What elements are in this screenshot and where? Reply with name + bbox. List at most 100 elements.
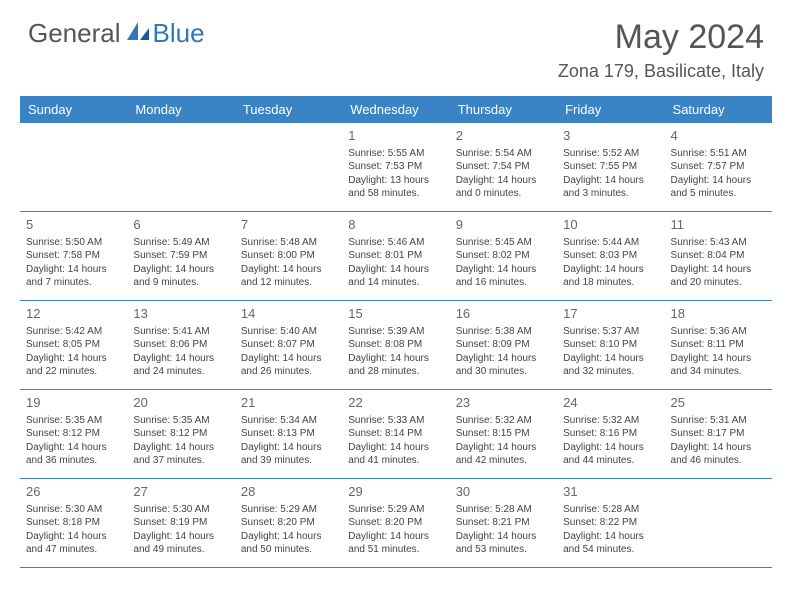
day-number: 6 [133,216,228,234]
daylight-text: Daylight: 14 hours [241,530,336,544]
daylight-text: Daylight: 14 hours [348,352,443,366]
sunset-text: Sunset: 8:14 PM [348,427,443,441]
calendar-day-cell: 28Sunrise: 5:29 AMSunset: 8:20 PMDayligh… [235,479,342,567]
sunset-text: Sunset: 7:53 PM [348,160,443,174]
sunrise-text: Sunrise: 5:46 AM [348,236,443,250]
calendar-day-cell: 12Sunrise: 5:42 AMSunset: 8:05 PMDayligh… [20,301,127,389]
calendar-day-cell: 19Sunrise: 5:35 AMSunset: 8:12 PMDayligh… [20,390,127,478]
daylight-text: Daylight: 14 hours [671,263,766,277]
sunrise-text: Sunrise: 5:34 AM [241,414,336,428]
daylight-text: Daylight: 14 hours [133,352,228,366]
calendar-empty-cell [665,479,772,567]
day-number: 21 [241,394,336,412]
day-number: 14 [241,305,336,323]
day-number: 16 [456,305,551,323]
daylight-text: and 41 minutes. [348,454,443,468]
daylight-text: Daylight: 14 hours [348,530,443,544]
sunrise-text: Sunrise: 5:45 AM [456,236,551,250]
daylight-text: and 9 minutes. [133,276,228,290]
sunset-text: Sunset: 8:06 PM [133,338,228,352]
daylight-text: Daylight: 14 hours [456,263,551,277]
daylight-text: and 28 minutes. [348,365,443,379]
sunrise-text: Sunrise: 5:51 AM [671,147,766,161]
sunrise-text: Sunrise: 5:44 AM [563,236,658,250]
calendar-day-cell: 22Sunrise: 5:33 AMSunset: 8:14 PMDayligh… [342,390,449,478]
daylight-text: and 58 minutes. [348,187,443,201]
sunrise-text: Sunrise: 5:39 AM [348,325,443,339]
daylight-text: Daylight: 14 hours [563,352,658,366]
page-header: General Blue May 2024 Zona 179, Basilica… [0,0,792,90]
sunrise-text: Sunrise: 5:41 AM [133,325,228,339]
daylight-text: and 49 minutes. [133,543,228,557]
day-number: 4 [671,127,766,145]
calendar-day-cell: 7Sunrise: 5:48 AMSunset: 8:00 PMDaylight… [235,212,342,300]
sunrise-text: Sunrise: 5:43 AM [671,236,766,250]
sunrise-text: Sunrise: 5:49 AM [133,236,228,250]
day-number: 2 [456,127,551,145]
daylight-text: and 36 minutes. [26,454,121,468]
sunset-text: Sunset: 8:09 PM [456,338,551,352]
weekday-header: Thursday [450,96,557,123]
daylight-text: and 20 minutes. [671,276,766,290]
daylight-text: and 12 minutes. [241,276,336,290]
daylight-text: and 5 minutes. [671,187,766,201]
calendar-week-row: 5Sunrise: 5:50 AMSunset: 7:58 PMDaylight… [20,212,772,301]
daylight-text: and 7 minutes. [26,276,121,290]
sunrise-text: Sunrise: 5:32 AM [563,414,658,428]
daylight-text: Daylight: 14 hours [133,441,228,455]
calendar-day-cell: 10Sunrise: 5:44 AMSunset: 8:03 PMDayligh… [557,212,664,300]
weekday-header: Saturday [665,96,772,123]
daylight-text: and 39 minutes. [241,454,336,468]
sunset-text: Sunset: 8:04 PM [671,249,766,263]
calendar-day-cell: 21Sunrise: 5:34 AMSunset: 8:13 PMDayligh… [235,390,342,478]
sunset-text: Sunset: 7:57 PM [671,160,766,174]
daylight-text: Daylight: 14 hours [348,263,443,277]
calendar-empty-cell [20,123,127,211]
daylight-text: and 53 minutes. [456,543,551,557]
calendar-day-cell: 25Sunrise: 5:31 AMSunset: 8:17 PMDayligh… [665,390,772,478]
sunrise-text: Sunrise: 5:31 AM [671,414,766,428]
daylight-text: Daylight: 14 hours [456,530,551,544]
daylight-text: Daylight: 14 hours [456,441,551,455]
daylight-text: and 44 minutes. [563,454,658,468]
sunset-text: Sunset: 8:22 PM [563,516,658,530]
sunset-text: Sunset: 8:19 PM [133,516,228,530]
day-number: 17 [563,305,658,323]
brand-blue: Blue [153,18,205,49]
sunset-text: Sunset: 8:02 PM [456,249,551,263]
daylight-text: and 14 minutes. [348,276,443,290]
calendar-day-cell: 13Sunrise: 5:41 AMSunset: 8:06 PMDayligh… [127,301,234,389]
sunset-text: Sunset: 8:12 PM [26,427,121,441]
calendar-day-cell: 2Sunrise: 5:54 AMSunset: 7:54 PMDaylight… [450,123,557,211]
daylight-text: Daylight: 14 hours [26,352,121,366]
calendar-empty-cell [235,123,342,211]
calendar-body: 1Sunrise: 5:55 AMSunset: 7:53 PMDaylight… [20,123,772,568]
calendar-empty-cell [127,123,234,211]
daylight-text: and 3 minutes. [563,187,658,201]
calendar-week-row: 12Sunrise: 5:42 AMSunset: 8:05 PMDayligh… [20,301,772,390]
daylight-text: Daylight: 14 hours [456,352,551,366]
sunrise-text: Sunrise: 5:33 AM [348,414,443,428]
sunrise-text: Sunrise: 5:38 AM [456,325,551,339]
day-number: 25 [671,394,766,412]
day-number: 8 [348,216,443,234]
daylight-text: and 47 minutes. [26,543,121,557]
weekday-header: Friday [557,96,664,123]
sunrise-text: Sunrise: 5:48 AM [241,236,336,250]
sunrise-text: Sunrise: 5:42 AM [26,325,121,339]
sunrise-text: Sunrise: 5:32 AM [456,414,551,428]
day-number: 12 [26,305,121,323]
day-number: 10 [563,216,658,234]
sunset-text: Sunset: 8:20 PM [348,516,443,530]
daylight-text: Daylight: 14 hours [563,263,658,277]
daylight-text: Daylight: 14 hours [26,263,121,277]
daylight-text: and 24 minutes. [133,365,228,379]
daylight-text: Daylight: 14 hours [456,174,551,188]
sunrise-text: Sunrise: 5:30 AM [26,503,121,517]
day-number: 27 [133,483,228,501]
calendar-day-cell: 18Sunrise: 5:36 AMSunset: 8:11 PMDayligh… [665,301,772,389]
daylight-text: and 34 minutes. [671,365,766,379]
sunset-text: Sunset: 8:11 PM [671,338,766,352]
calendar-week-row: 1Sunrise: 5:55 AMSunset: 7:53 PMDaylight… [20,123,772,212]
sunset-text: Sunset: 8:07 PM [241,338,336,352]
